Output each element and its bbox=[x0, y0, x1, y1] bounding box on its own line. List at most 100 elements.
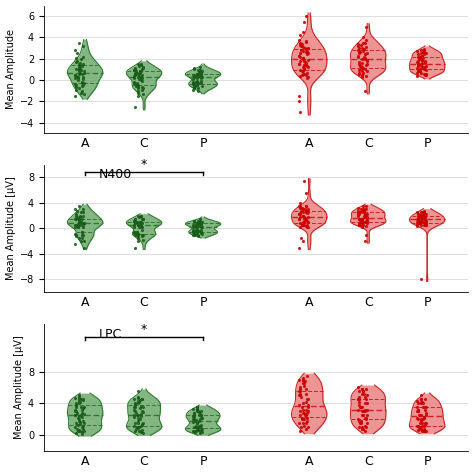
Point bbox=[133, 228, 141, 236]
Point bbox=[299, 218, 307, 226]
Point bbox=[358, 64, 366, 72]
Point bbox=[357, 419, 365, 427]
Point bbox=[418, 417, 425, 425]
Point bbox=[191, 83, 198, 91]
Point bbox=[356, 209, 364, 216]
Point bbox=[192, 227, 200, 235]
Point bbox=[358, 215, 366, 223]
Point bbox=[363, 219, 371, 227]
Point bbox=[419, 52, 426, 59]
Point bbox=[414, 217, 421, 225]
Point bbox=[419, 213, 426, 221]
Point bbox=[191, 231, 198, 238]
Point bbox=[197, 226, 204, 234]
Point bbox=[80, 428, 88, 435]
Point bbox=[420, 221, 428, 229]
Point bbox=[421, 419, 429, 427]
Point bbox=[415, 57, 422, 64]
Point bbox=[75, 67, 83, 74]
Point bbox=[295, 419, 302, 427]
Point bbox=[131, 215, 139, 223]
Point bbox=[302, 425, 310, 433]
Point bbox=[191, 409, 198, 417]
Point bbox=[417, 61, 425, 69]
Point bbox=[139, 236, 146, 244]
Point bbox=[196, 218, 203, 225]
Point bbox=[301, 44, 309, 52]
Point bbox=[302, 419, 310, 427]
Point bbox=[73, 213, 81, 221]
Point bbox=[193, 405, 201, 413]
Point bbox=[76, 400, 83, 407]
Point bbox=[300, 54, 307, 62]
Point bbox=[131, 419, 139, 426]
Point bbox=[299, 55, 307, 63]
Point bbox=[413, 397, 420, 405]
Point bbox=[193, 227, 201, 234]
Point bbox=[299, 68, 307, 75]
Point bbox=[420, 209, 428, 216]
Point bbox=[361, 54, 369, 62]
Point bbox=[363, 213, 370, 221]
Point bbox=[421, 421, 429, 429]
Point bbox=[304, 408, 311, 415]
Point bbox=[75, 417, 83, 425]
Point bbox=[134, 237, 141, 245]
Point bbox=[303, 210, 310, 217]
Point bbox=[75, 217, 82, 225]
Point bbox=[135, 83, 142, 91]
Point bbox=[362, 231, 369, 238]
Point bbox=[76, 59, 84, 67]
Point bbox=[80, 60, 87, 68]
Point bbox=[301, 206, 309, 213]
Point bbox=[299, 212, 307, 219]
Point bbox=[71, 92, 79, 100]
Point bbox=[413, 422, 420, 429]
Point bbox=[355, 210, 362, 218]
Point bbox=[71, 71, 78, 79]
Point bbox=[131, 65, 139, 73]
Point bbox=[297, 393, 305, 401]
Point bbox=[303, 69, 311, 76]
Point bbox=[359, 69, 367, 76]
Point bbox=[415, 210, 422, 218]
Point bbox=[298, 40, 306, 47]
Point bbox=[193, 82, 201, 89]
Point bbox=[198, 79, 205, 87]
Point bbox=[357, 217, 365, 225]
Point bbox=[358, 217, 365, 225]
Point bbox=[131, 67, 138, 74]
Point bbox=[419, 54, 427, 62]
Point bbox=[358, 218, 366, 226]
Point bbox=[75, 202, 83, 210]
Point bbox=[419, 218, 427, 226]
Point bbox=[198, 428, 206, 436]
Point bbox=[355, 396, 362, 403]
Point bbox=[356, 44, 363, 52]
Point bbox=[189, 81, 197, 88]
Point bbox=[130, 221, 137, 229]
Point bbox=[131, 217, 138, 225]
Point bbox=[191, 423, 198, 430]
Point bbox=[73, 232, 80, 240]
Point bbox=[193, 404, 201, 411]
Point bbox=[297, 207, 305, 214]
Point bbox=[135, 411, 142, 419]
Point bbox=[361, 51, 369, 58]
Point bbox=[302, 61, 310, 69]
Point bbox=[197, 69, 205, 76]
Point bbox=[137, 73, 145, 81]
Point bbox=[138, 408, 146, 415]
Point bbox=[422, 221, 429, 229]
Point bbox=[422, 404, 429, 411]
Point bbox=[73, 210, 80, 218]
Point bbox=[131, 70, 139, 77]
Point bbox=[134, 219, 142, 227]
Point bbox=[422, 419, 429, 427]
Point bbox=[135, 231, 142, 238]
Point bbox=[191, 411, 198, 419]
Point bbox=[196, 220, 204, 228]
Point bbox=[132, 218, 139, 226]
Point bbox=[134, 231, 142, 238]
Point bbox=[75, 215, 83, 223]
